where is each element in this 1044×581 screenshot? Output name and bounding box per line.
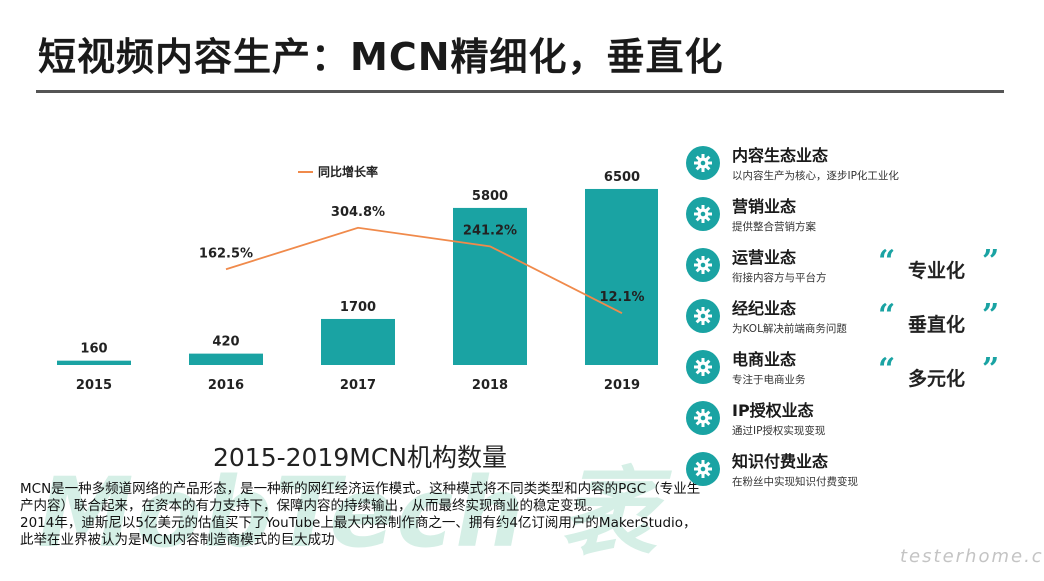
format-name: 知识付费业态	[732, 452, 829, 471]
brand-watermark: testerhome.com	[900, 546, 1044, 567]
format-item: 经纪业态 为KOL解决前端商务问题	[686, 295, 986, 341]
description-paragraph: 2014年，迪斯尼以5亿美元的估值买下了YouTube上最大内容制作商之一、拥有…	[20, 515, 697, 548]
bar-value-label: 5800	[472, 189, 508, 204]
gear-icon	[686, 248, 720, 282]
chart-caption: 2015-2019MCN机构数量	[213, 443, 507, 472]
chart-canvas: 160 2015 420 2016 1700 2017 5800 2018 6500 2019 16…	[57, 164, 658, 393]
format-name: 内容生态业态	[732, 146, 829, 165]
format-item: 电商业态 专注于电商业务	[686, 346, 986, 392]
mcn-chart: MobTech 袤 160 2015 420 2016 1700 2017 5800 2018…	[18, 150, 658, 569]
bar	[189, 353, 263, 365]
growth-point-label: 12.1%	[599, 290, 644, 305]
format-item: 内容生态业态 以内容生产为核心，逐步IP化工业化	[686, 142, 986, 188]
page-title: 短视频内容生产：MCN精细化，垂直化	[38, 35, 724, 79]
gear-icon	[686, 452, 720, 486]
tag-label: 垂直化	[908, 314, 966, 336]
growth-point-label: 162.5%	[199, 246, 253, 261]
bar	[57, 360, 131, 365]
gear-icon	[686, 401, 720, 435]
format-item: IP授权业态 通过IP授权实现变现	[686, 397, 986, 443]
format-item: 知识付费业态 在粉丝中实现知识付费变现	[686, 448, 986, 494]
format-desc: 提供整合营销方案	[732, 221, 816, 233]
watermark: MobTech 袤	[38, 457, 660, 569]
growth-point-label: 304.8%	[331, 205, 385, 220]
tag-label: 多元化	[908, 368, 966, 390]
gear-icon	[686, 146, 720, 180]
format-desc: 在粉丝中实现知识付费变现	[732, 476, 858, 488]
x-tick-label: 2015	[76, 378, 112, 393]
format-name: 经纪业态	[732, 299, 797, 318]
description: MCN是一种多频道网络的产品形态，是一种新的网红经济运作模式。这种模式将不同类类…	[20, 481, 710, 549]
bar-value-label: 420	[212, 335, 239, 350]
gear-icon	[686, 299, 720, 333]
format-desc: 专注于电商业务	[732, 374, 806, 386]
quote-close-icon: ”	[982, 352, 1000, 387]
format-name: 电商业态	[732, 350, 797, 369]
bar	[453, 207, 527, 365]
bar	[321, 318, 395, 365]
title-divider	[36, 90, 1004, 93]
gear-icon	[686, 350, 720, 384]
quote-open-icon: “	[878, 298, 896, 333]
tag-vertical: “ 垂直化 ”	[878, 298, 1008, 346]
bar	[585, 188, 658, 365]
gear-icon	[686, 197, 720, 231]
format-name: 运营业态	[732, 248, 797, 267]
bar-value-label: 160	[80, 342, 107, 357]
growth-line	[225, 226, 623, 314]
format-item: 运营业态 衔接内容方与平台方	[686, 244, 986, 290]
format-name: IP授权业态	[732, 401, 814, 420]
format-desc: 通过IP授权实现变现	[732, 425, 826, 437]
x-tick-label: 2018	[472, 378, 508, 393]
format-desc: 为KOL解决前端商务问题	[732, 323, 847, 335]
quote-open-icon: “	[878, 244, 896, 279]
quote-close-icon: ”	[982, 244, 1000, 279]
legend-label: 同比增长率	[318, 164, 378, 179]
format-item: 营销业态 提供整合营销方案	[686, 193, 986, 239]
quote-close-icon: ”	[982, 298, 1000, 333]
format-desc: 衔接内容方与平台方	[732, 272, 827, 284]
x-tick-label: 2016	[208, 378, 244, 393]
quote-open-icon: “	[878, 352, 896, 387]
bar-value-label: 6500	[604, 170, 640, 185]
tag-diversified: “ 多元化 ”	[878, 352, 1008, 400]
format-desc: 以内容生产为核心，逐步IP化工业化	[732, 170, 899, 182]
x-tick-label: 2017	[340, 378, 376, 393]
bar-value-label: 1700	[340, 300, 376, 315]
description-paragraph: MCN是一种多频道网络的产品形态，是一种新的网红经济运作模式。这种模式将不同类类…	[20, 481, 701, 514]
tag-specialized: “ 专业化 ”	[878, 244, 1008, 292]
x-tick-label: 2019	[604, 378, 640, 393]
tag-label: 专业化	[908, 260, 966, 282]
format-name: 营销业态	[732, 197, 797, 216]
growth-point-label: 241.2%	[463, 223, 517, 238]
